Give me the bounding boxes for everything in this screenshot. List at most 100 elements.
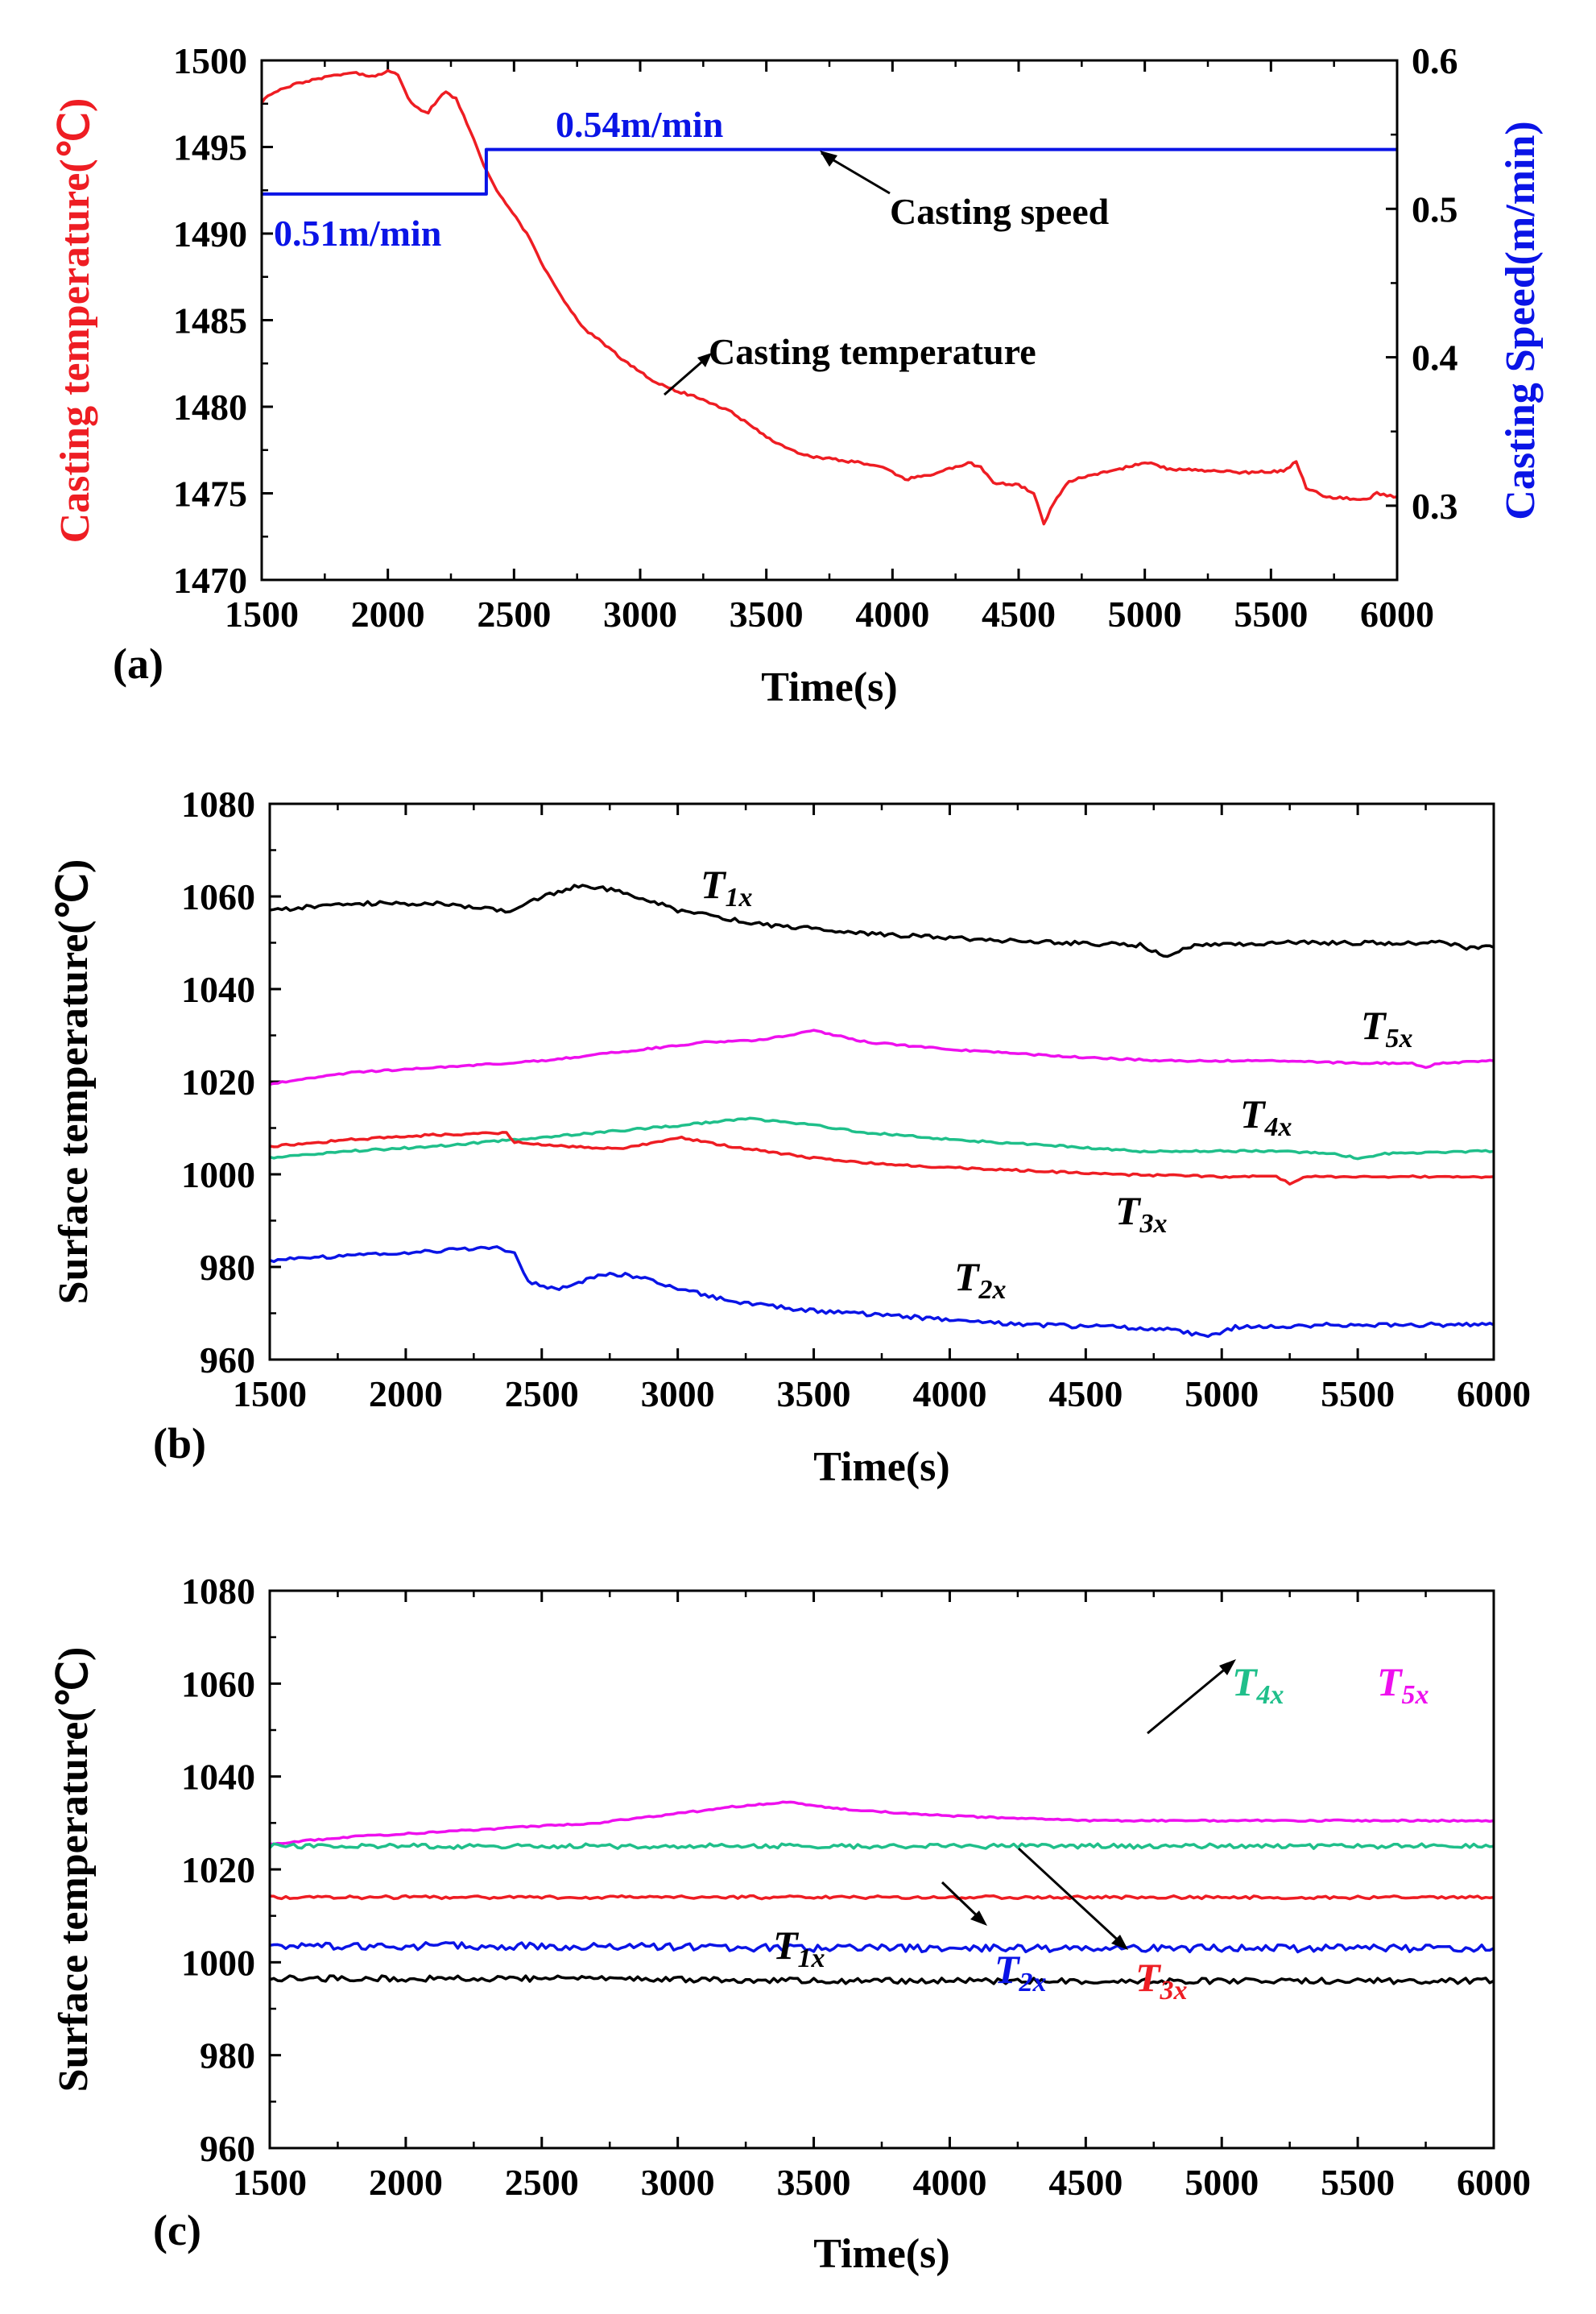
right-y-tick-label: 0.3 [1412,486,1458,527]
x-tick-label: 2500 [505,2162,579,2203]
series-label-t1x: T1x [701,862,753,913]
panel-b-x-tick-labels: 1500 2000 2500 3000 3500 4000 4500 5000 5500 6000 [233,1373,1531,1414]
right-y-tick-label: 0.5 [1412,188,1458,230]
series-line-casting-speed [262,147,1397,196]
panel-b-y-axis-title: Surface temperature(℃) [51,859,97,1305]
x-tick-label: 4000 [855,594,929,635]
x-tick-label: 4500 [1048,1373,1123,1414]
series-line-t5x [269,1800,1495,1846]
x-tick-label: 4500 [1048,2162,1123,2203]
left-y-tick-label: 1040 [181,969,255,1010]
left-y-tick-label: 1060 [181,1663,255,1704]
x-tick-label: 5000 [1108,594,1182,635]
panel-c-series-labels: T5x T4x T3x T2x T1x [773,1659,1429,2006]
x-tick-label: 5500 [1321,2162,1395,2203]
x-tick-label: 3000 [603,594,677,635]
series-line-casting-temperature [260,68,1398,526]
panel-c-x-axis-title: Time(s) [813,2231,949,2277]
annotation-arrow-t4x [1147,1659,1236,1735]
x-tick-label: 3500 [777,1373,851,1414]
series-label-t5x: T5x [1377,1659,1429,1710]
x-tick-label: 6000 [1360,594,1434,635]
annotation-arrow-casting-temperature [664,353,712,396]
series-line-t5x [269,1029,1495,1087]
x-tick-label: 1500 [225,594,299,635]
left-y-tick-label: 1080 [181,784,255,825]
x-tick-label: 4000 [912,2162,986,2203]
panel-a-tag: (a) [113,640,163,688]
x-tick-label: 5500 [1234,594,1308,635]
panel-a-left-axis-title: Casting temperature(℃) [52,98,98,544]
panel-c-x-tick-labels: 1500 2000 2500 3000 3500 4000 4500 5000 5500 6000 [233,2162,1531,2203]
panel-a-right-axis-title: Casting Speed(m/min) [1498,121,1544,520]
left-y-tick-label: 1480 [173,387,247,428]
left-y-tick-label: 1000 [181,1154,255,1195]
panel-c-y-axis-title: Surface temperature(℃) [51,1647,97,2093]
series-label-t3x: T3x [1115,1188,1168,1239]
panel-c-tag: (c) [153,2206,201,2254]
series-label-t2x: T2x [954,1254,1007,1305]
panel-c-y-tick-labels: 960 980 1000 1020 1040 1060 1080 [181,1571,255,2169]
x-tick-label: 2000 [369,2162,443,2203]
x-tick-label: 1500 [233,1373,307,1414]
left-y-tick-label: 1080 [181,1571,255,1612]
series-line-t2x [269,1941,1495,1954]
left-y-tick-label: 980 [200,2035,255,2076]
annotation-casting-speed: Casting speed [890,191,1110,232]
x-tick-label: 5500 [1321,1373,1395,1414]
left-y-tick-label: 980 [200,1247,255,1288]
panel-b-x-axis-title: Time(s) [813,1444,949,1490]
series-label-t4x: T4x [1240,1091,1292,1142]
annotation-arrow-t3x [1017,1847,1128,1950]
series-line-t1x [269,884,1495,958]
left-y-tick-label: 1040 [181,1757,255,1798]
x-tick-label: 3000 [641,1373,715,1414]
left-y-tick-label: 960 [200,2128,255,2169]
x-tick-label: 6000 [1457,1373,1531,1414]
panel-a-y2-tick-labels: 0.3 0.4 0.5 0.6 [1412,40,1458,527]
left-y-tick-label: 1495 [173,127,247,168]
x-tick-label: 2000 [351,594,425,635]
panel-b-tag: (b) [153,1419,206,1467]
x-tick-label: 1500 [233,2162,307,2203]
x-tick-label: 3500 [777,2162,851,2203]
left-y-tick-label: 1020 [181,1849,255,1890]
x-tick-label: 3000 [641,2162,715,2203]
panel-c-frame [268,1589,1495,2150]
panel-a-y-tick-labels: 1470 1475 1480 1485 1490 1495 1500 [173,40,247,601]
annotation-casting-temperature: Casting temperature [709,331,1036,372]
series-line-t1x [269,1974,1495,1985]
left-y-tick-label: 1490 [173,213,247,255]
panel-c: 1500 2000 2500 3000 3500 4000 4500 5000 5500 6000… [51,1571,1531,2277]
panel-a-x-tick-labels: 1500 2000 2500 3000 3500 4000 4500 5000 5500 6000 [225,594,1434,635]
panel-b-frame [268,802,1495,1361]
x-tick-label: 2000 [369,1373,443,1414]
panel-a-x-axis-title: Time(s) [761,664,897,710]
panel-a-series [260,68,1398,526]
annotation-arrow-casting-speed [820,151,891,195]
annotation-arrow-t2x [941,1881,987,1926]
x-tick-label: 3500 [730,594,804,635]
right-y-tick-label: 0.4 [1412,337,1458,379]
annotation-speed-051: 0.51m/min [274,213,441,254]
series-line-t3x [269,1131,1495,1186]
left-y-tick-label: 1475 [173,474,247,515]
x-tick-label: 4000 [912,1373,986,1414]
panel-a: 1500 2000 2500 3000 3500 4000 4500 5000 5500 6000… [52,40,1544,710]
x-tick-label: 6000 [1457,2162,1531,2203]
left-y-tick-label: 1000 [181,1942,255,1983]
annotation-speed-054: 0.54m/min [556,104,723,145]
series-label-t1x: T1x [773,1923,825,1973]
right-y-tick-label: 0.6 [1412,40,1458,81]
series-label-t3x: T3x [1135,1955,1188,2006]
series-line-t2x [269,1245,1495,1339]
left-y-tick-label: 1060 [181,876,255,917]
series-line-t3x [269,1894,1495,1901]
panel-a-frame [260,59,1399,582]
x-tick-label: 2500 [505,1373,579,1414]
series-line-t4x [269,1116,1495,1161]
series-label-t4x: T4x [1232,1659,1284,1710]
x-tick-label: 4500 [982,594,1056,635]
x-tick-label: 5000 [1185,1373,1259,1414]
